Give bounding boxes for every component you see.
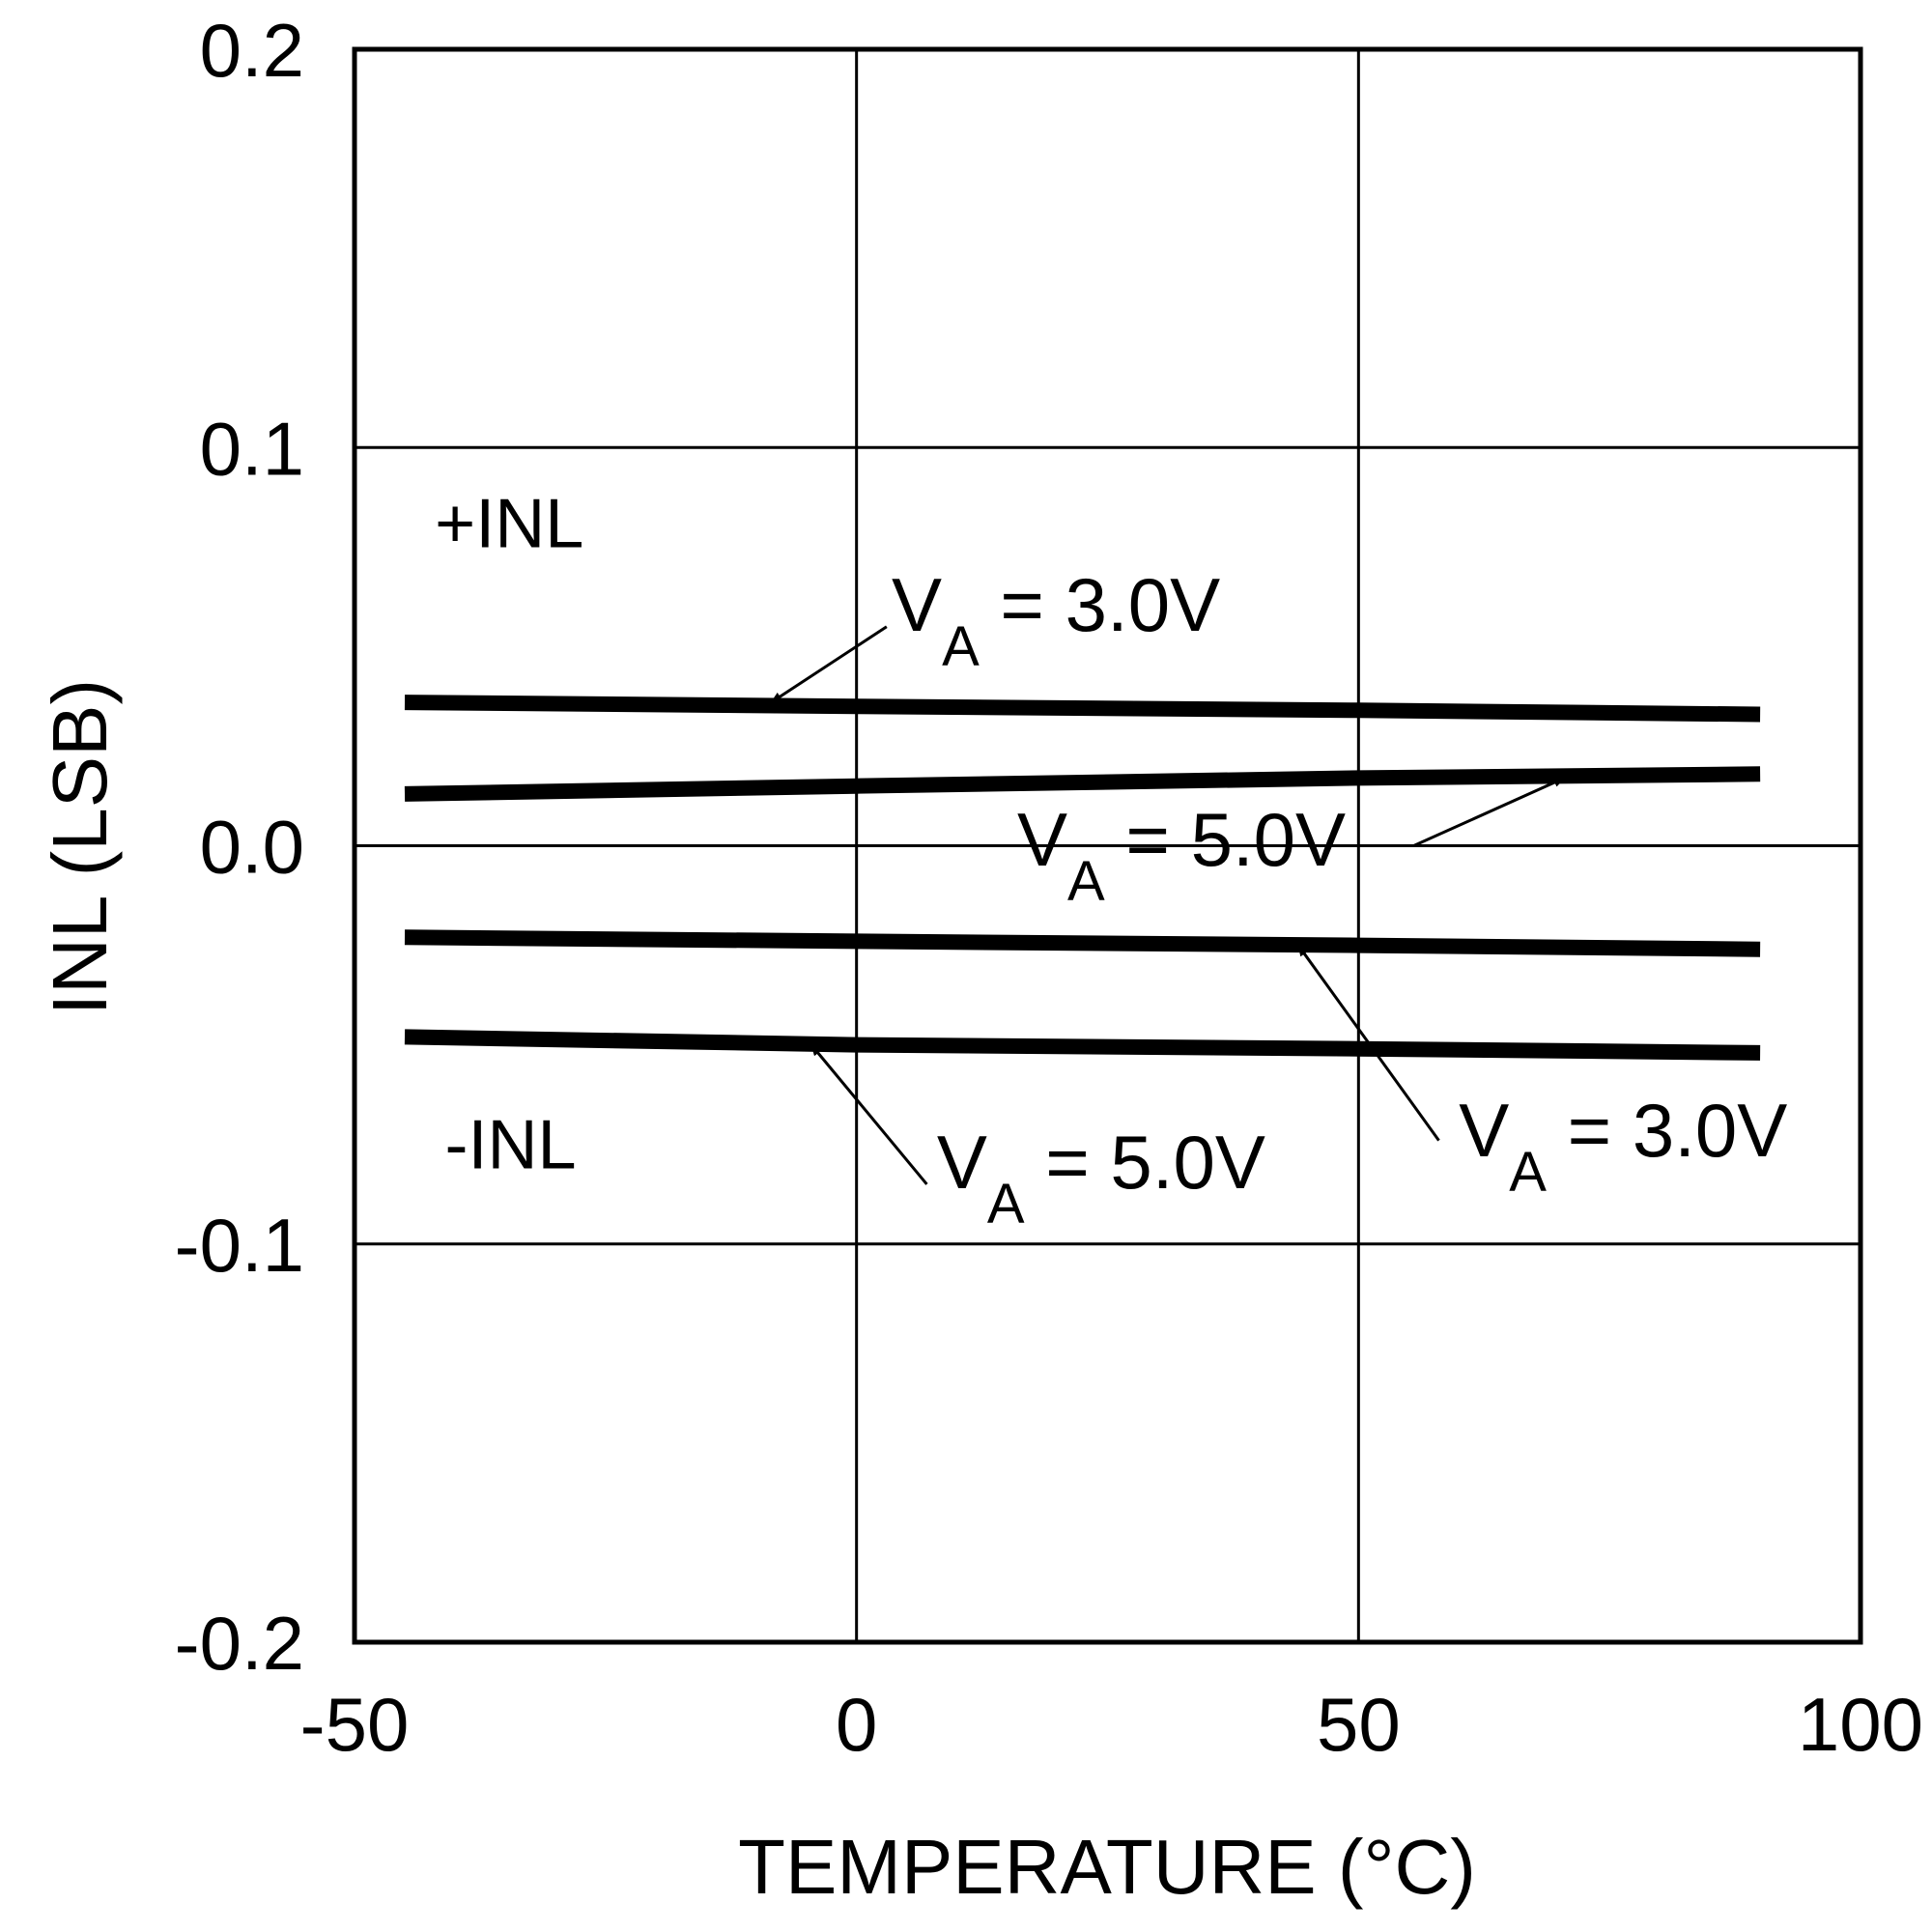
- x-tick-label: 50: [1317, 1682, 1401, 1767]
- y-tick-label: 0.2: [200, 8, 304, 93]
- series-line-pos-inl-5-0v: [404, 766, 1761, 802]
- annotation-arrow: [810, 1043, 928, 1185]
- annotation-label: VA = 3.0V: [1459, 1088, 1787, 1204]
- series-line-pos-inl-3-0v: [404, 695, 1761, 723]
- annotation-label: VA = 5.0V: [1017, 797, 1346, 913]
- annotation-arrow: [770, 625, 888, 704]
- series-line-neg-inl-3-0v: [404, 929, 1761, 957]
- annotation-arrow: [1296, 944, 1440, 1142]
- annotation-label: VA = 5.0V: [937, 1120, 1265, 1236]
- annotation-label: VA = 3.0V: [892, 562, 1220, 678]
- annotation-arrow: [1412, 777, 1566, 847]
- y-tick-label: -0.1: [175, 1203, 304, 1288]
- x-axis-title: TEMPERATURE (°C): [738, 1824, 1476, 1910]
- region-label-neg-inl: -INL: [445, 1106, 577, 1183]
- series-lines: [404, 695, 1761, 1061]
- y-tick-label: 0.1: [200, 406, 304, 491]
- plot-frame: [352, 46, 1863, 1645]
- y-tick-label: -0.2: [175, 1601, 304, 1686]
- x-tick-label: 100: [1798, 1682, 1923, 1767]
- grid-lines: [355, 49, 1861, 1642]
- series-line-neg-inl-5-0v: [404, 1029, 1761, 1061]
- y-axis-title: INL (LSB): [37, 679, 123, 1015]
- tick-labels: -50 0 50 100 0.2 0.1 0.0 -0.1 -0.2: [175, 8, 1923, 1767]
- y-tick-label: 0.0: [200, 805, 304, 890]
- annotations: +INL -INL VA = 3.0V VA = 5.0V VA = 3.0V VA = …: [435, 485, 1787, 1236]
- region-label-pos-inl: +INL: [435, 485, 583, 562]
- x-tick-label: 0: [836, 1682, 877, 1767]
- x-tick-label: -50: [300, 1682, 410, 1767]
